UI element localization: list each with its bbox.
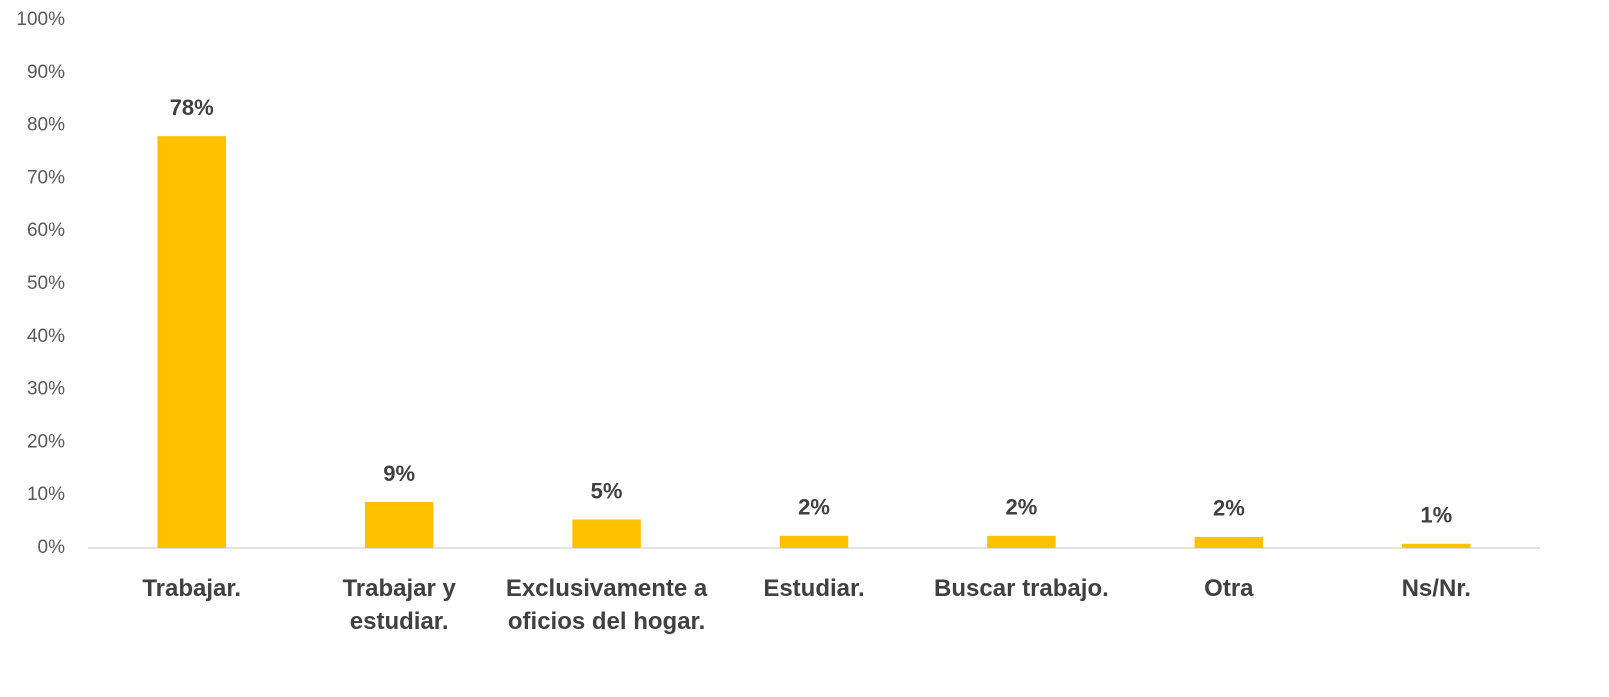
x-tick-label: Otra (1204, 575, 1254, 602)
x-tick-label: Buscar trabajo. (934, 575, 1109, 602)
value-label: 2% (1006, 495, 1038, 520)
bar (572, 519, 641, 548)
y-tick-label: 50% (27, 273, 65, 294)
y-tick-label: 70% (27, 167, 65, 188)
x-tick-label: Ns/Nr. (1401, 575, 1471, 602)
y-tick-label: 60% (27, 220, 65, 241)
bar (1402, 543, 1471, 548)
value-label: 78% (170, 95, 214, 120)
bar (1194, 536, 1264, 548)
value-label: 9% (383, 461, 415, 486)
y-tick-label: 40% (27, 326, 65, 347)
bar (364, 502, 434, 548)
y-tick-label: 30% (27, 379, 65, 400)
y-tick-label: 100% (16, 9, 65, 30)
bar (157, 136, 226, 548)
bar (779, 535, 849, 548)
y-tick-label: 10% (27, 484, 65, 505)
y-tick-label: 20% (27, 431, 65, 452)
value-label: 2% (798, 495, 830, 520)
y-tick-label: 90% (27, 62, 65, 83)
bar (987, 535, 1056, 548)
value-label: 2% (1213, 496, 1245, 521)
y-tick-label: 80% (27, 115, 65, 136)
x-tick-label: Estudiar. (763, 575, 865, 602)
value-label: 5% (591, 478, 623, 503)
y-tick-label: 0% (38, 537, 66, 558)
x-tick-label: Trabajar. (142, 575, 242, 602)
x-tick-label: Trabajar y estudiar. (342, 575, 456, 635)
x-tick-label: Exclusivamente a oficios del hogar. (505, 575, 708, 635)
value-label: 1% (1420, 503, 1452, 528)
